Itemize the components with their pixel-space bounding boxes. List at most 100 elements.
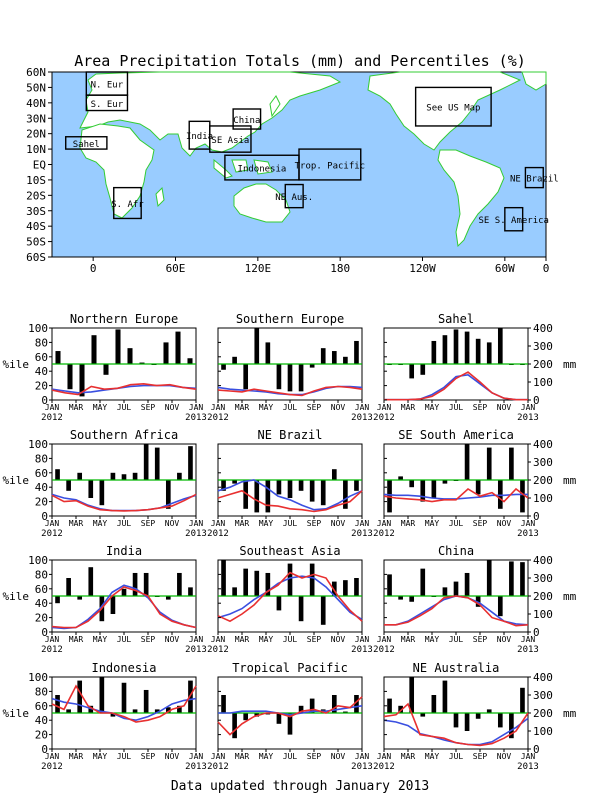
year-start-label: 2012: [207, 645, 229, 655]
percentile-bar: [187, 358, 193, 364]
month-tick-label: JUL: [283, 752, 298, 761]
year-start-label: 2012: [41, 645, 63, 655]
percentile-bar: [520, 687, 525, 713]
year-start-label: 2012: [41, 413, 63, 423]
percentile-bar: [354, 578, 359, 596]
australia-landmass: [233, 183, 291, 223]
percentile-bar: [509, 713, 514, 739]
map-region-box: [65, 136, 108, 150]
month-tick-label: MAY: [259, 635, 274, 644]
percentile-bar: [442, 680, 448, 713]
month-tick-label: JUL: [449, 519, 464, 528]
month-tick-label: JAN: [189, 752, 204, 761]
percentile-bar: [309, 698, 315, 713]
africa-landmass: [79, 123, 155, 219]
month-tick-label: MAY: [93, 519, 108, 528]
percentile-bar: [66, 709, 71, 713]
percentile-bar: [354, 340, 359, 364]
percentile-bar: [354, 480, 359, 491]
year-start-label: 2012: [373, 413, 395, 423]
pct-axis-label: %ile: [3, 590, 30, 603]
percentile-bar: [163, 342, 169, 364]
percentile-bar: [154, 709, 160, 713]
month-tick-label: JAN: [45, 635, 60, 644]
percentile-bar: [99, 677, 105, 713]
month-tick-label: SEP: [473, 752, 488, 761]
month-tick-label: JAN: [355, 635, 370, 644]
observed-precip-line: [217, 489, 363, 513]
observed-precip-line: [217, 385, 363, 397]
year-start-label: 2012: [373, 529, 395, 539]
percentile-bar: [398, 596, 403, 600]
percentile-bar: [177, 705, 182, 713]
percentile-bar: [409, 364, 415, 379]
percentile-bar: [287, 563, 293, 596]
percentile-bar: [497, 596, 503, 617]
year-start-label: 2012: [373, 645, 395, 655]
month-tick-label: JUL: [449, 403, 464, 412]
madagascar: [155, 186, 165, 208]
percentile-bar: [520, 562, 525, 596]
mm-tick-label: 100: [533, 376, 553, 389]
percentile-bar: [121, 474, 127, 480]
month-tick-label: JAN: [377, 519, 392, 528]
map-region-label: Trop. Pacific: [295, 162, 365, 172]
pct-axis-label: %ile: [3, 474, 30, 487]
map-lat-tick-label: 20N: [26, 128, 46, 141]
map-region-box: [504, 206, 524, 232]
percentile-bar: [110, 596, 116, 614]
map-lat-tick-label: 20S: [26, 189, 46, 202]
month-tick-label: SEP: [307, 752, 322, 761]
percentile-bar: [509, 561, 514, 596]
percentile-bar: [431, 695, 437, 713]
month-tick-label: MAR: [69, 752, 84, 761]
percentile-bar: [232, 356, 237, 364]
percentile-bar: [115, 329, 121, 364]
pct-axis-label: %ile: [3, 707, 30, 720]
observed-precip-line: [51, 382, 197, 396]
map-region-label: NE Aus.: [275, 193, 313, 203]
percentile-bar: [177, 572, 182, 596]
pct-tick-label: 20: [35, 380, 48, 393]
month-tick-label: NOV: [165, 752, 180, 761]
mm-axis-label: mm: [563, 590, 577, 603]
year-start-label: 2012: [207, 762, 229, 772]
map-region-box: [298, 148, 362, 181]
percentile-bar: [320, 480, 326, 506]
month-tick-label: JAN: [521, 635, 536, 644]
month-tick-label: MAR: [235, 519, 250, 528]
percentile-bar: [243, 568, 249, 596]
map-region-label: NE Brazil: [510, 175, 559, 185]
mm-tick-label: 100: [533, 492, 553, 505]
pct-tick-label: 80: [35, 568, 48, 581]
mm-axis-label: mm: [563, 358, 577, 371]
month-tick-label: NOV: [165, 635, 180, 644]
map-lat-tick-label: 60S: [26, 251, 46, 264]
percentile-bar: [453, 713, 459, 728]
pct-tick-label: 60: [35, 583, 48, 596]
percentile-bar: [354, 695, 359, 713]
month-tick-label: MAR: [235, 403, 250, 412]
month-tick-label: SEP: [473, 403, 488, 412]
month-tick-label: JAN: [377, 752, 392, 761]
mm-tick-label: 300: [533, 689, 553, 702]
percentile-bar: [486, 342, 492, 364]
month-tick-label: NOV: [497, 752, 512, 761]
percentile-bar: [509, 447, 514, 480]
map-region-label: Sahel: [73, 140, 100, 150]
percentile-bar: [331, 581, 337, 596]
month-tick-label: MAY: [259, 403, 274, 412]
percentile-bar: [486, 447, 492, 480]
year-start-label: 2012: [41, 762, 63, 772]
month-tick-label: NOV: [165, 519, 180, 528]
map-lat-tick-label: 40S: [26, 220, 46, 233]
month-tick-label: MAY: [425, 403, 440, 412]
mm-tick-label: 300: [533, 340, 553, 353]
map-region-label: N. Eur: [91, 81, 124, 91]
percentile-bar: [91, 335, 97, 364]
year-start-label: 2012: [207, 413, 229, 423]
percentile-bar: [464, 444, 470, 480]
